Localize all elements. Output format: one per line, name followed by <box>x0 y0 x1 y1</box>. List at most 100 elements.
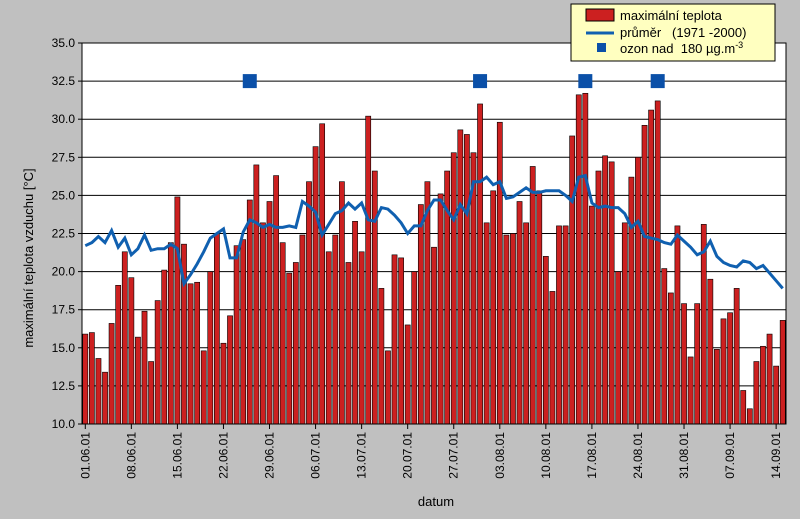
bar <box>325 251 332 425</box>
y-tick-label: 17.5 <box>52 303 76 317</box>
bar <box>411 271 418 425</box>
bar <box>608 161 615 425</box>
bar <box>286 272 293 425</box>
x-tick-label: 29.06.01 <box>263 432 277 479</box>
x-tick-label: 24.08.01 <box>631 432 645 479</box>
bar <box>536 190 543 425</box>
average-line <box>84 173 784 290</box>
bar <box>654 100 661 425</box>
bar <box>483 222 490 425</box>
bar <box>358 251 365 425</box>
bar <box>365 115 372 425</box>
y-axis-ticks: 10.0 12.5 15.0 17.5 20.0 22.5 25.0 27.5 30.0 32.5… <box>52 36 82 431</box>
bar <box>582 92 589 425</box>
bar <box>648 109 654 425</box>
bar <box>115 285 122 425</box>
ozone-marker <box>473 74 488 89</box>
bar <box>510 233 516 425</box>
ozone-marker <box>578 74 593 89</box>
bar <box>214 233 220 425</box>
bar <box>773 365 779 425</box>
x-tick-label: 31.08.01 <box>677 432 691 479</box>
bar <box>332 234 339 425</box>
x-tick-label: 07.09.01 <box>723 432 737 479</box>
bar <box>569 135 576 425</box>
bar <box>273 175 279 425</box>
bar <box>496 121 503 425</box>
bar <box>727 312 733 425</box>
ozone-marker <box>650 74 665 89</box>
bar <box>628 176 635 425</box>
bar <box>102 371 108 425</box>
x-tick-label: 08.06.01 <box>124 432 138 479</box>
bar <box>431 246 437 425</box>
y-tick-label: 32.5 <box>52 74 76 88</box>
y-axis-label: maximální teplota vzduchu [°C] <box>21 168 36 347</box>
bar <box>740 390 747 425</box>
bar <box>589 205 595 425</box>
legend-marker-superscript: -3 <box>735 40 743 50</box>
bar <box>312 146 319 425</box>
y-tick-label: 22.5 <box>52 227 76 241</box>
bar <box>753 361 760 425</box>
x-tick-label: 14.09.01 <box>769 432 783 479</box>
bar <box>746 408 753 425</box>
bar <box>339 181 345 425</box>
bar <box>417 204 424 425</box>
legend-line-label: průměr (1971 -2000) <box>620 25 746 40</box>
bar <box>661 268 668 425</box>
bar <box>464 134 470 425</box>
bar <box>108 323 115 425</box>
bar <box>299 234 306 425</box>
y-tick-label: 30.0 <box>52 112 76 126</box>
bar <box>562 225 569 425</box>
bar <box>687 356 694 425</box>
bar <box>450 152 457 425</box>
bar <box>306 181 312 425</box>
bar <box>233 245 240 425</box>
bar <box>398 257 404 425</box>
y-tick-label: 25.0 <box>52 188 76 202</box>
bar <box>246 199 253 425</box>
bar <box>503 234 510 425</box>
bar <box>714 349 720 425</box>
bar <box>174 196 181 425</box>
legend-bar-label: maximální teplota <box>620 8 723 23</box>
x-axis-ticks: 01.06.01 08.06.01 15.06.01 22.06.01 29.06.01… <box>78 424 783 479</box>
bar <box>95 358 102 425</box>
y-tick-label: 35.0 <box>52 36 76 50</box>
bar <box>556 225 562 425</box>
y-tick-label: 10.0 <box>52 417 76 431</box>
bar <box>89 332 95 425</box>
bar <box>529 166 536 425</box>
bar <box>240 239 247 425</box>
bar <box>194 281 201 425</box>
bar <box>391 254 398 425</box>
bar <box>167 242 174 425</box>
bar <box>674 225 681 425</box>
legend-bar-swatch <box>585 8 615 22</box>
bar <box>707 278 714 425</box>
bar <box>477 103 483 425</box>
bar <box>227 315 233 425</box>
bar <box>207 271 214 425</box>
y-tick-label: 12.5 <box>52 379 76 393</box>
bar <box>200 350 207 425</box>
bar <box>516 201 523 425</box>
x-axis-label: datum <box>418 494 454 509</box>
bar <box>260 222 266 425</box>
bar <box>720 318 727 425</box>
bar <box>523 222 529 425</box>
bar <box>148 361 154 425</box>
bar <box>549 291 556 425</box>
legend-marker-text: ozon nad 180 µg.m <box>620 41 735 56</box>
bar <box>760 345 766 425</box>
bar <box>733 288 740 425</box>
bar <box>279 242 286 425</box>
bar <box>220 342 227 425</box>
bar <box>154 300 161 425</box>
bar <box>128 277 135 425</box>
x-tick-label: 01.06.01 <box>78 432 92 479</box>
y-tick-label: 27.5 <box>52 150 76 164</box>
x-tick-label: 27.07.01 <box>447 432 461 479</box>
